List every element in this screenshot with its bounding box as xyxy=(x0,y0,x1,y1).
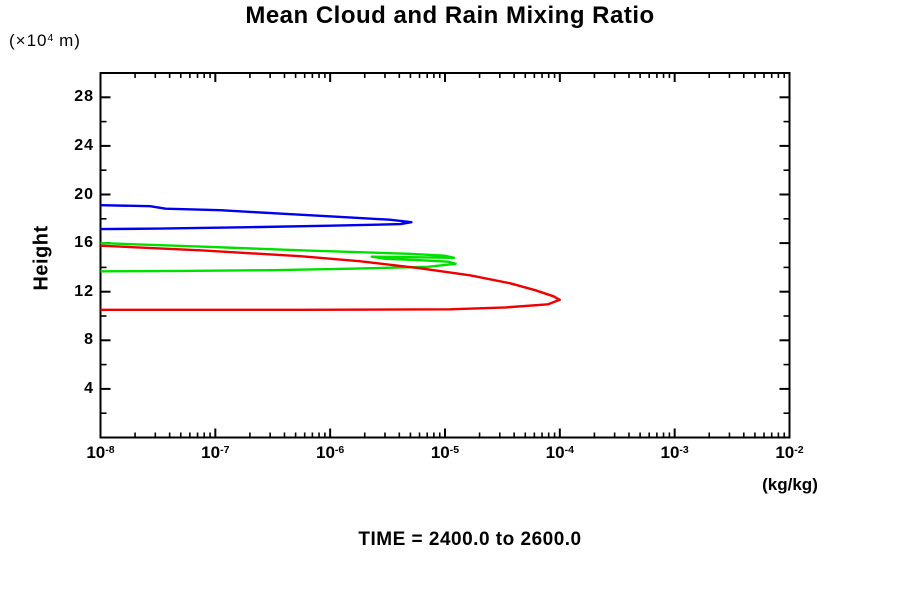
green-curve xyxy=(100,241,457,273)
x-tick-base: 10 xyxy=(775,443,795,462)
y-tick-label: 16 xyxy=(74,234,94,252)
y-tick-label: 24 xyxy=(74,136,94,154)
y-tick-label: 28 xyxy=(74,88,94,106)
x-tick-label: 10-6 xyxy=(290,443,370,463)
chart-title: Mean Cloud and Rain Mixing Ratio xyxy=(245,2,655,29)
x-tick-exponent: -6 xyxy=(334,444,345,457)
y-axis-unit-label: (×104 m) xyxy=(9,31,81,51)
y-tick-label: 12 xyxy=(74,282,94,300)
y-axis-unit-suffix: m) xyxy=(53,31,81,50)
x-tick-exponent: -3 xyxy=(679,444,689,457)
x-tick-base: 10 xyxy=(316,443,335,462)
x-tick-label: 10-7 xyxy=(175,443,255,463)
x-tick-label: 10-5 xyxy=(405,443,485,463)
x-tick-exponent: -2 xyxy=(794,444,804,457)
x-tick-base: 10 xyxy=(201,443,221,462)
y-axis-unit-exponent: 4 xyxy=(47,32,54,45)
x-tick-base: 10 xyxy=(86,443,106,462)
x-tick-base: 10 xyxy=(430,443,450,462)
x-tick-exponent: -4 xyxy=(564,444,574,457)
x-tick-base: 10 xyxy=(545,443,565,462)
x-tick-exponent: -7 xyxy=(220,444,230,457)
x-tick-label: 10-3 xyxy=(635,443,715,463)
x-tick-exponent: -5 xyxy=(449,444,460,457)
red-curve xyxy=(100,244,561,311)
x-tick-label: 10-8 xyxy=(61,443,141,463)
x-tick-label: 10-4 xyxy=(520,443,600,463)
y-axis-unit-prefix: (×10 xyxy=(9,31,48,50)
blue-curve xyxy=(100,204,413,231)
x-tick-base: 10 xyxy=(660,443,680,462)
time-caption: TIME = 2400.0 to 2600.0 xyxy=(358,529,582,550)
y-tick-label: 4 xyxy=(84,379,94,397)
x-tick-label: 10-2 xyxy=(750,443,830,463)
y-tick-label: 8 xyxy=(84,331,94,349)
y-tick-label: 20 xyxy=(74,185,94,203)
x-tick-exponent: -8 xyxy=(105,444,115,457)
x-axis-unit-label: (kg/kg) xyxy=(762,475,818,494)
